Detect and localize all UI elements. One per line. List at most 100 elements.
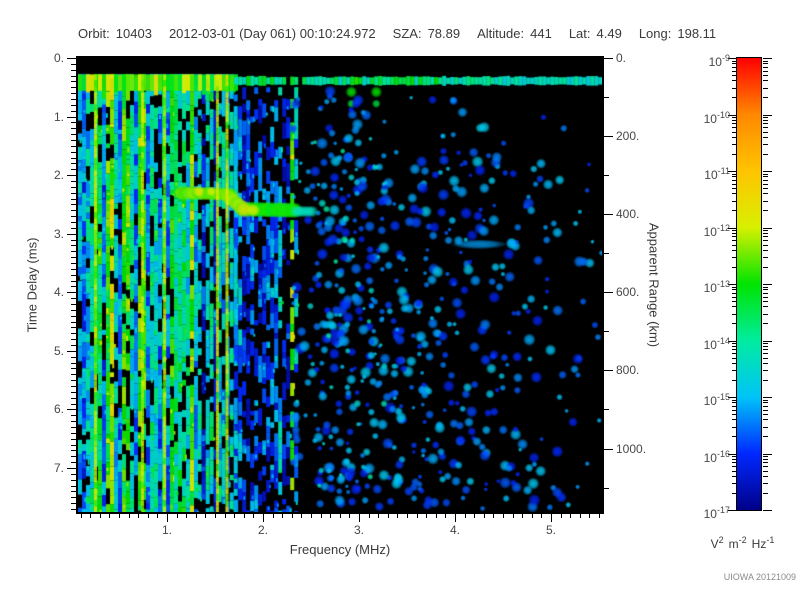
cbar-minor-tick <box>763 80 768 81</box>
x-minor-tick <box>397 514 398 518</box>
cbar-minor-tick <box>732 459 737 460</box>
x-minor-tick <box>119 514 120 518</box>
cbar-minor-tick <box>732 363 737 364</box>
cbar-minor-tick <box>763 456 768 457</box>
cbar-minor-tick <box>763 297 768 298</box>
colorbar-tick-label: 10-9 <box>680 50 730 69</box>
y-minor-tick <box>71 433 76 434</box>
x-major-tick <box>359 514 360 522</box>
x-minor-tick <box>292 514 293 518</box>
cbar-minor-tick <box>763 61 768 62</box>
x-minor-tick <box>369 514 370 518</box>
x-minor-tick <box>330 514 331 518</box>
cbar-minor-tick <box>763 476 768 477</box>
cbar-minor-tick <box>763 184 768 185</box>
x-minor-tick <box>273 514 274 518</box>
y-minor-tick <box>71 339 76 340</box>
cbar-minor-tick <box>732 297 737 298</box>
x-minor-tick <box>570 514 571 518</box>
y-minor-tick <box>71 152 76 153</box>
colorbar-tick-label: 10-17 <box>680 502 730 521</box>
x-minor-tick <box>541 514 542 518</box>
cbar-minor-tick <box>763 144 768 145</box>
colorbar-tick-label: 10-15 <box>680 389 730 408</box>
cbar-minor-tick <box>732 380 737 381</box>
cbar-minor-tick <box>732 97 737 98</box>
colorbar-tick-label: 10-16 <box>680 446 730 465</box>
x-minor-tick <box>244 514 245 518</box>
cbar-major-tick <box>763 510 772 511</box>
y-minor-tick <box>71 345 76 346</box>
x-tick-label: 3. <box>353 523 364 537</box>
cbar-minor-tick <box>763 358 768 359</box>
y-minor-tick <box>71 228 76 229</box>
cbar-minor-tick <box>732 314 737 315</box>
y-minor-tick <box>71 462 76 463</box>
cbar-minor-tick <box>763 314 768 315</box>
x-minor-tick <box>589 514 590 518</box>
y-minor-tick <box>71 240 76 241</box>
cbar-minor-tick <box>732 349 737 350</box>
x-major-tick <box>551 514 552 522</box>
colorbar-tick-label: 10-11 <box>680 163 730 182</box>
cbar-minor-tick <box>763 363 768 364</box>
cbar-minor-tick <box>732 201 737 202</box>
cbar-minor-tick <box>763 483 768 484</box>
y-minor-tick <box>71 357 76 358</box>
x-minor-tick <box>205 514 206 518</box>
cbar-minor-tick <box>763 176 768 177</box>
cbar-major-tick <box>763 284 772 285</box>
y-minor-tick <box>71 509 76 510</box>
cbar-minor-tick <box>763 117 768 118</box>
cbar-minor-tick <box>763 75 768 76</box>
cbar-minor-tick <box>732 88 737 89</box>
cbar-major-tick <box>763 228 772 229</box>
x-minor-tick <box>417 514 418 518</box>
cbar-minor-tick <box>732 137 737 138</box>
cbar-minor-tick <box>732 188 737 189</box>
y-tick-label: 2. <box>53 168 64 183</box>
cbar-minor-tick <box>763 287 768 288</box>
cbar-minor-tick <box>763 370 768 371</box>
cbar-minor-tick <box>763 180 768 181</box>
cbar-minor-tick <box>763 154 768 155</box>
y-major-tick <box>67 468 76 469</box>
colorbar-tick-exponent: -12 <box>716 222 730 233</box>
y-minor-tick <box>71 163 76 164</box>
x-minor-tick <box>225 514 226 518</box>
y-minor-tick <box>71 204 76 205</box>
header-lat: Lat: 4.49 <box>569 26 622 41</box>
y-minor-tick <box>71 222 76 223</box>
y-tick-label: 6. <box>53 402 64 417</box>
y2-minor-tick <box>604 253 609 254</box>
y-major-tick <box>67 175 76 176</box>
cbar-major-tick <box>728 228 737 229</box>
y-minor-tick <box>71 503 76 504</box>
cbar-minor-tick <box>732 427 737 428</box>
cbar-minor-tick <box>732 483 737 484</box>
x-minor-tick <box>426 514 427 518</box>
y-minor-tick <box>71 181 76 182</box>
colorbar-unit-base: V <box>710 537 719 551</box>
cbar-minor-tick <box>732 233 737 234</box>
header-datetime: 2012-03-01 (Day 061) 00:10:24.972 <box>169 26 376 41</box>
x-minor-tick <box>513 514 514 518</box>
x-minor-tick <box>186 514 187 518</box>
colorbar-tick-base: 10 <box>703 111 717 126</box>
cbar-minor-tick <box>763 267 768 268</box>
y-minor-tick <box>71 76 76 77</box>
header-datetime-value: 2012-03-01 (Day 061) 00:10:24.972 <box>168 26 376 41</box>
y-minor-tick <box>71 480 76 481</box>
header: Orbit: 10403 2012-03-01 (Day 061) 00:10:2… <box>78 26 716 41</box>
y-tick-label: 1. <box>53 109 64 124</box>
cbar-minor-tick <box>732 402 737 403</box>
cbar-minor-tick <box>763 419 768 420</box>
header-sza: SZA: 78.89 <box>393 26 460 41</box>
cbar-minor-tick <box>732 240 737 241</box>
y-minor-tick <box>71 210 76 211</box>
y-minor-tick <box>71 81 76 82</box>
y-major-tick <box>67 292 76 293</box>
y-minor-tick <box>71 427 76 428</box>
x-minor-tick <box>388 514 389 518</box>
x-tick-label: 1. <box>161 523 172 537</box>
